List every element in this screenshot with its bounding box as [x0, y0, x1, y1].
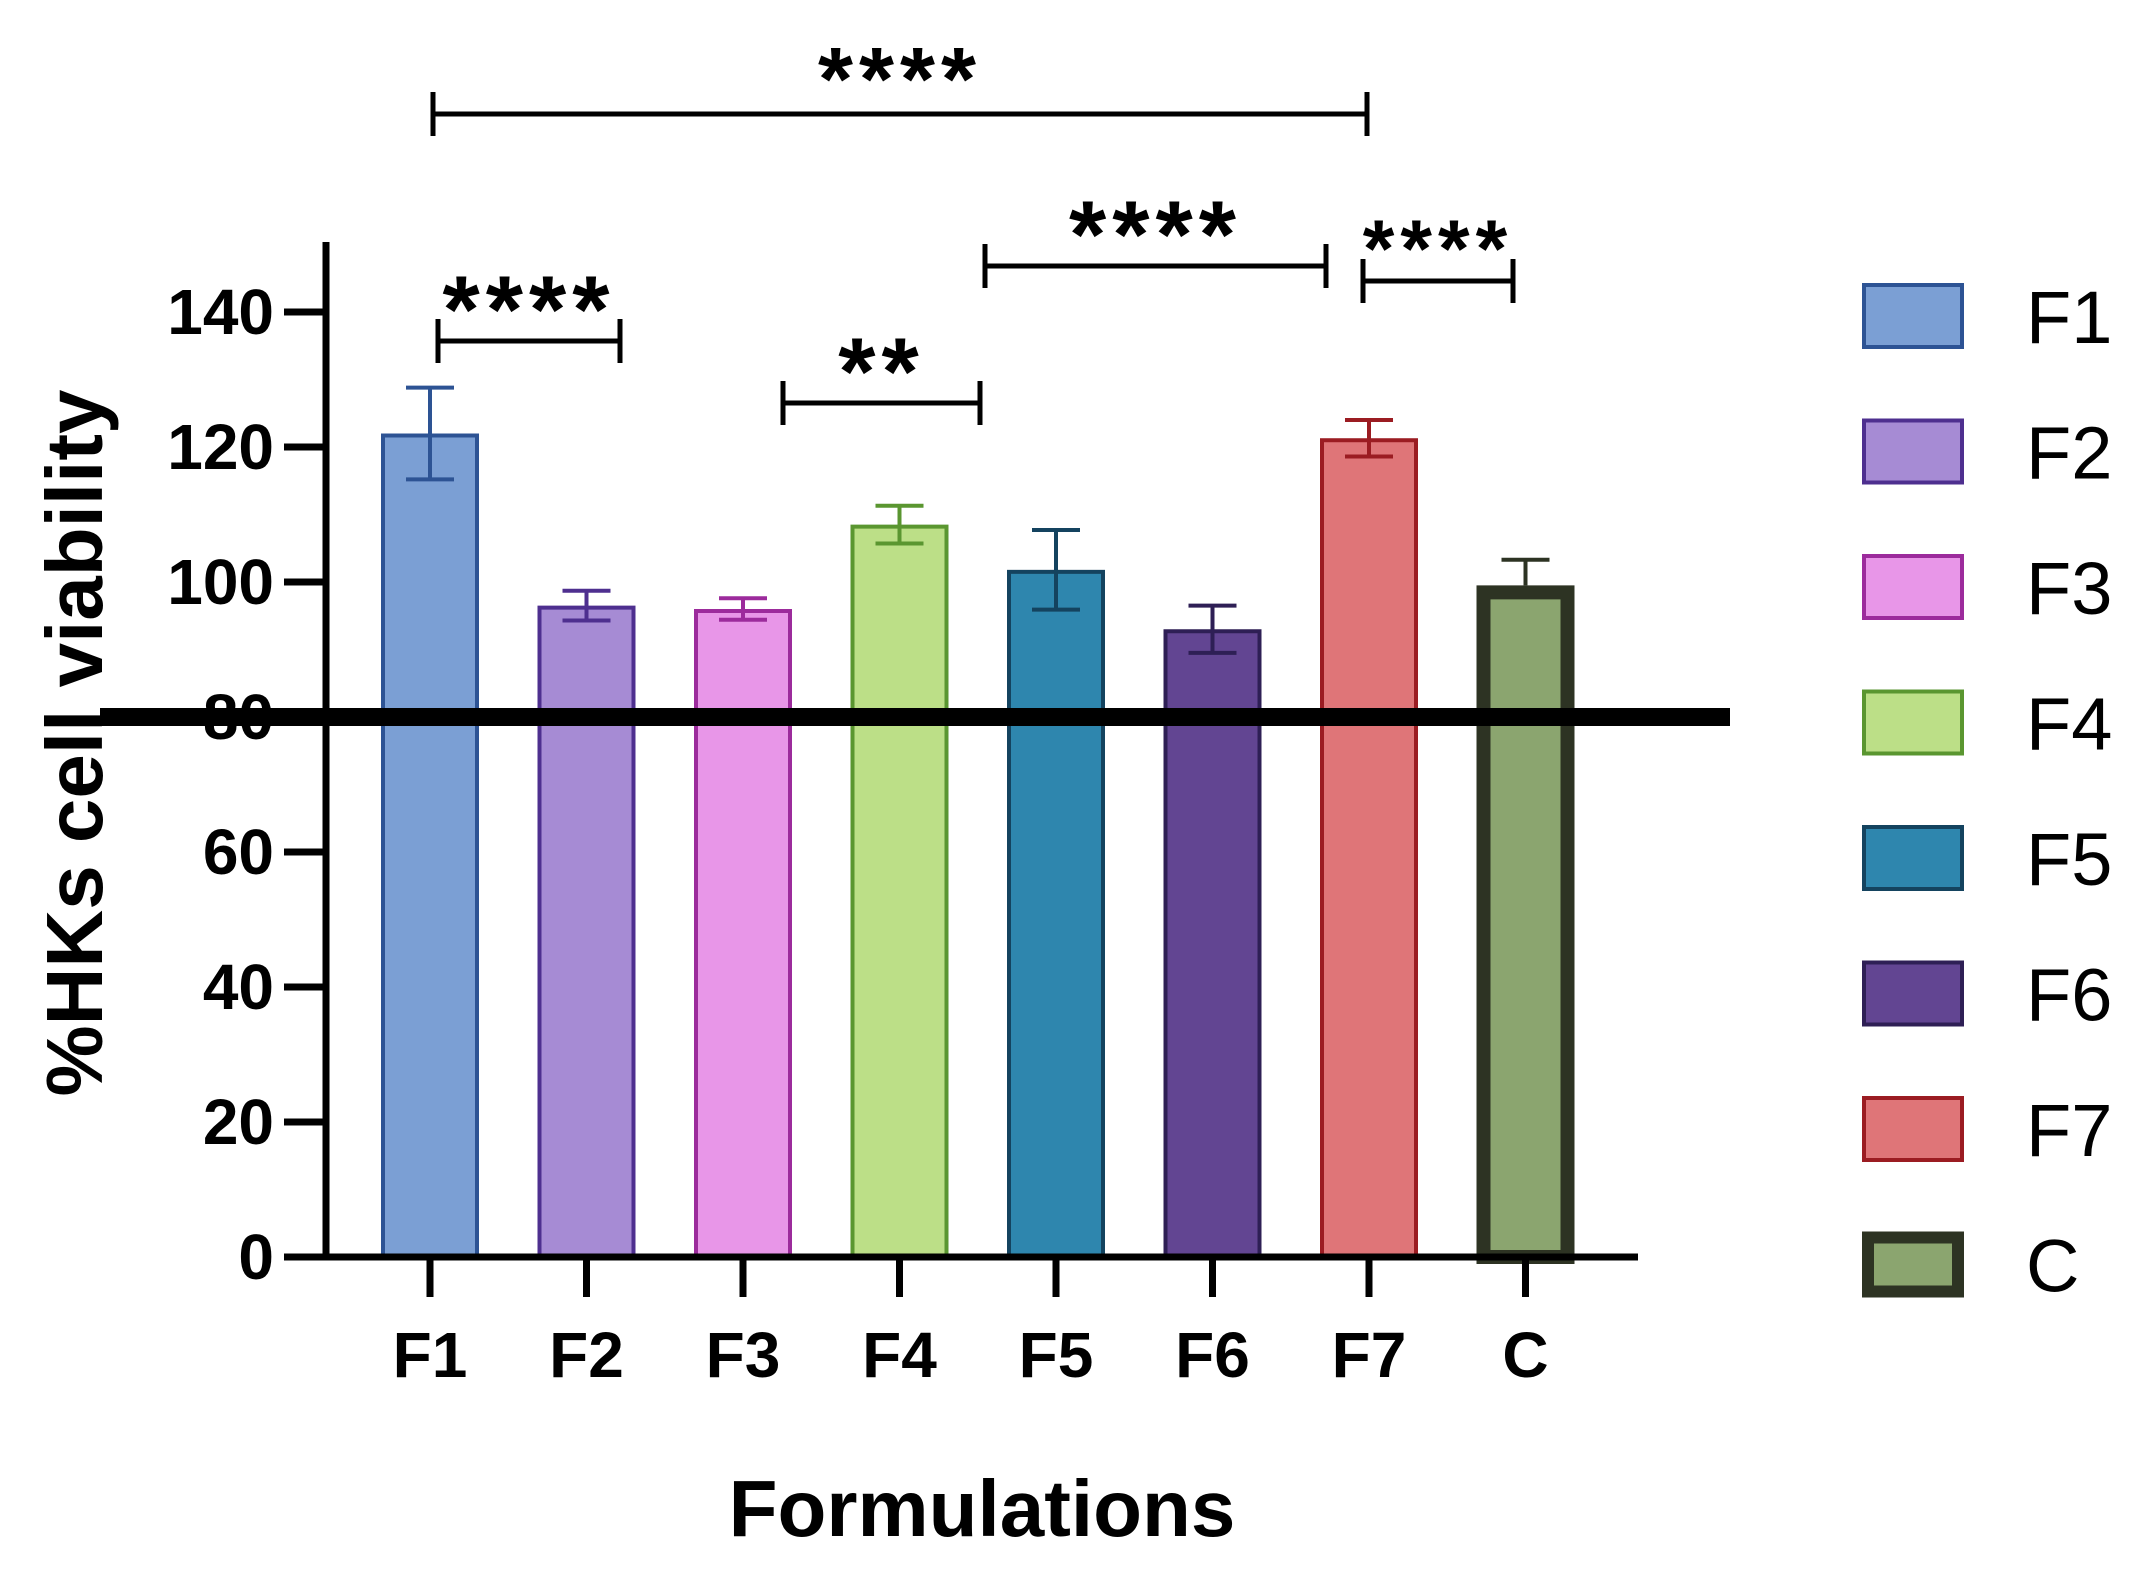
significance-label: **** [443, 256, 616, 363]
legend-label: F4 [2026, 683, 2112, 766]
y-tick-label: 120 [167, 411, 274, 483]
y-ticks-group: 0 20 40 60 80 100 120 140 [167, 276, 326, 1293]
y-tick-label: 0 [238, 1221, 274, 1293]
legend-label: F5 [2026, 818, 2112, 901]
legend-swatch-f1 [1862, 283, 1964, 349]
axes-group [322, 242, 1638, 1261]
y-tick-label: 80 [203, 681, 274, 753]
legend-label: F3 [2026, 547, 2112, 630]
y-tick-label: 60 [203, 816, 274, 888]
bar-f4 [850, 524, 949, 1259]
x-tick-label: F2 [549, 1319, 624, 1391]
x-tick-label: F4 [862, 1319, 937, 1391]
x-tick-label: F5 [1019, 1319, 1094, 1391]
legend-label: F1 [2026, 276, 2112, 359]
legend-label: C [2026, 1225, 2079, 1308]
y-tick-label: 140 [167, 276, 274, 348]
legend-swatch-f2 [1862, 418, 1964, 485]
bar-c [1476, 585, 1575, 1264]
x-ticks-group: F1 F2 F3 F4 F5 F6 F7 C [393, 1257, 1549, 1391]
bar-f3 [694, 609, 792, 1259]
bar-f1 [381, 433, 479, 1259]
legend: F1 F2 F3 F4 F5 F6 F7 C [1862, 276, 2112, 1308]
legend-swatch-f3 [1862, 554, 1964, 620]
significance-bracket [780, 381, 983, 425]
error-bar-f7 [1345, 418, 1393, 459]
significance-label: **** [818, 30, 982, 130]
error-bar-f6 [1188, 603, 1237, 655]
significance-bracket [1360, 259, 1516, 303]
error-bar-f1 [406, 385, 454, 482]
legend-label: F2 [2026, 412, 2112, 495]
significance-label: **** [1069, 181, 1242, 288]
error-bars-group [406, 385, 1550, 655]
x-tick-label: F1 [393, 1319, 468, 1391]
significance-bracket [982, 244, 1329, 288]
legend-swatch-f7 [1862, 1096, 1964, 1162]
legend-swatch-c [1862, 1231, 1964, 1298]
bar-f7 [1320, 438, 1418, 1260]
x-tick-label: F3 [706, 1319, 781, 1391]
bars-group [381, 433, 1575, 1264]
legend-label: F6 [2026, 954, 2112, 1037]
error-bar-f3 [719, 596, 767, 622]
legend-label: F7 [2026, 1089, 2112, 1172]
legend-swatch-f4 [1862, 689, 1964, 756]
significance-bracket [430, 92, 1370, 136]
bar-f5 [1007, 569, 1105, 1259]
error-bar-f5 [1032, 528, 1080, 612]
error-bar-c [1501, 557, 1550, 586]
legend-swatch-f5 [1862, 825, 1964, 891]
error-bar-f4 [875, 503, 924, 546]
x-tick-label: F7 [1332, 1319, 1407, 1391]
y-tick-label: 40 [203, 951, 274, 1023]
error-bar-f2 [562, 588, 611, 623]
significance-label: ** [838, 318, 924, 425]
significance-bracket [435, 319, 623, 363]
legend-swatch-f6 [1862, 960, 1964, 1027]
bar-f6 [1163, 629, 1262, 1259]
significance-label: **** [1363, 205, 1513, 295]
x-tick-label: C [1502, 1319, 1548, 1391]
y-tick-label: 100 [167, 546, 274, 618]
x-axis-title: Formulations [729, 1464, 1236, 1553]
y-tick-label: 20 [203, 1086, 274, 1158]
bar-f2 [537, 605, 636, 1259]
significance-group: ************** **** [430, 30, 1516, 425]
x-tick-label: F6 [1175, 1319, 1250, 1391]
y-axis-title: %HKs cell viability [30, 389, 119, 1096]
